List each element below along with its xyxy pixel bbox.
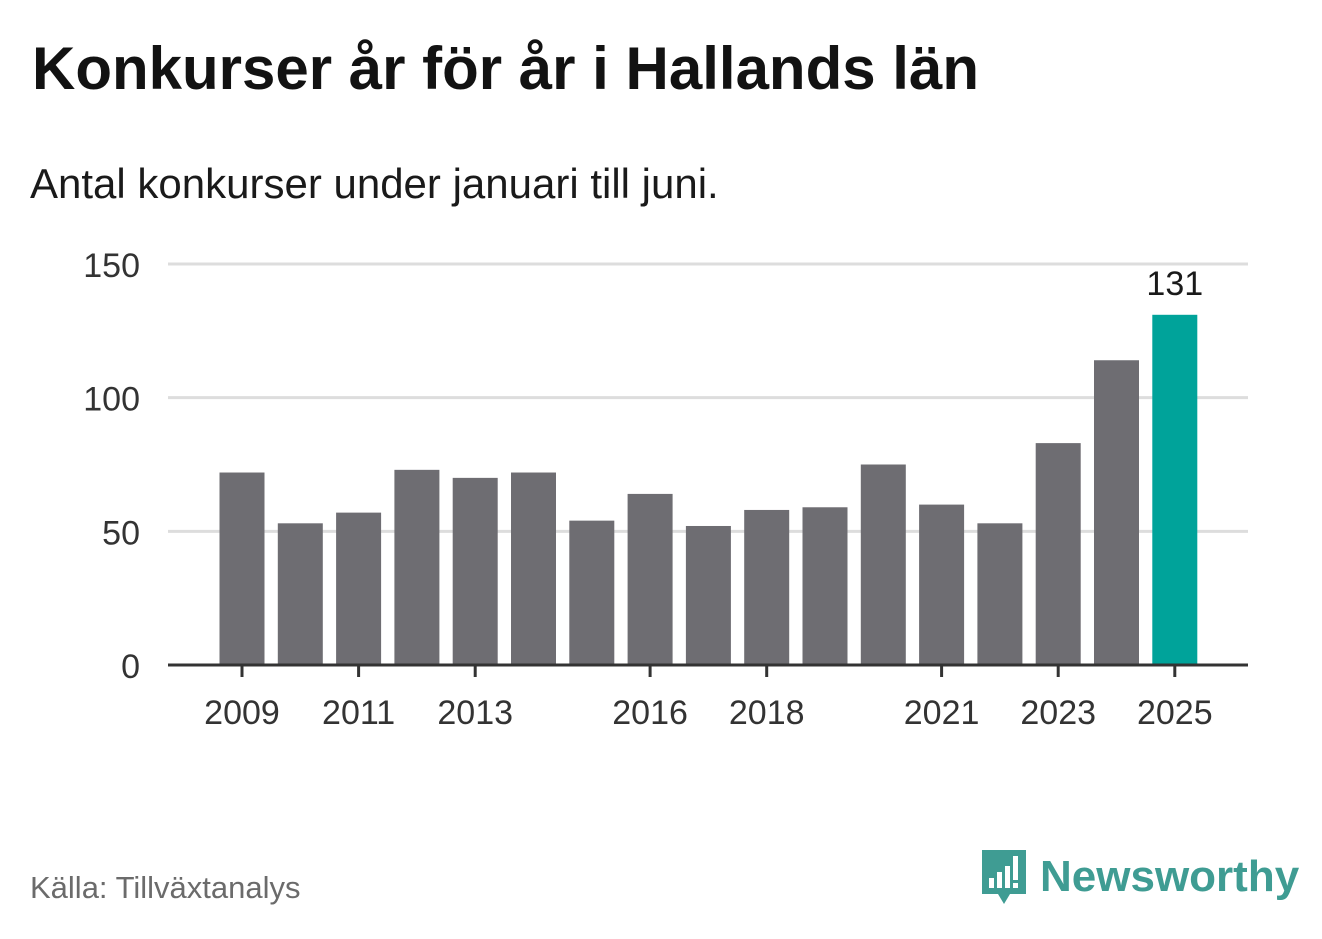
x-tick-label: 2025 [1137, 694, 1213, 732]
y-tick-label: 150 [83, 247, 140, 285]
bar-2022 [977, 523, 1023, 665]
x-tick-label: 2016 [612, 694, 688, 732]
chart-title: Konkurser år för år i Hallands län [32, 35, 979, 102]
bar-2024 [1094, 360, 1139, 665]
bar-chart: 0 50 100 150 131 2009 2011 2013 2016 2018 2021 2023… [83, 247, 1248, 732]
bar-2019 [802, 507, 848, 665]
source-note: Källa: Tillväxtanalys [30, 870, 301, 905]
bar-2015 [569, 520, 615, 665]
bar-2012 [394, 469, 440, 665]
bar-2014 [511, 472, 556, 665]
bar-2025 [1152, 314, 1198, 665]
chart-subtitle: Antal konkurser under januari till juni. [30, 160, 719, 207]
bar-2016 [627, 493, 673, 665]
x-tick-label: 2011 [322, 694, 395, 732]
bar-2023 [1035, 443, 1081, 665]
y-tick-label: 0 [121, 648, 140, 686]
bar-2011 [336, 512, 382, 665]
bar-2013 [452, 477, 498, 665]
y-tick-label: 100 [83, 381, 140, 419]
newsworthy-brand: Newsworthy [980, 848, 1299, 906]
x-tick-label: 2009 [204, 694, 280, 732]
bar-2018 [744, 509, 790, 665]
newsworthy-logo-icon [982, 850, 1026, 904]
bar-2021 [919, 504, 965, 665]
bar-2009 [219, 472, 265, 665]
x-tick-label: 2018 [729, 694, 805, 732]
data-label: 131 [1146, 265, 1203, 303]
bar-2020 [860, 464, 906, 665]
x-tick-label: 2021 [904, 694, 980, 732]
y-tick-label: 50 [102, 514, 140, 552]
x-tick-label: 2013 [437, 694, 513, 732]
brand-name: Newsworthy [1040, 852, 1300, 901]
bar-2017 [685, 525, 731, 665]
x-tick-label: 2023 [1020, 694, 1096, 732]
bar-2010 [277, 523, 323, 665]
